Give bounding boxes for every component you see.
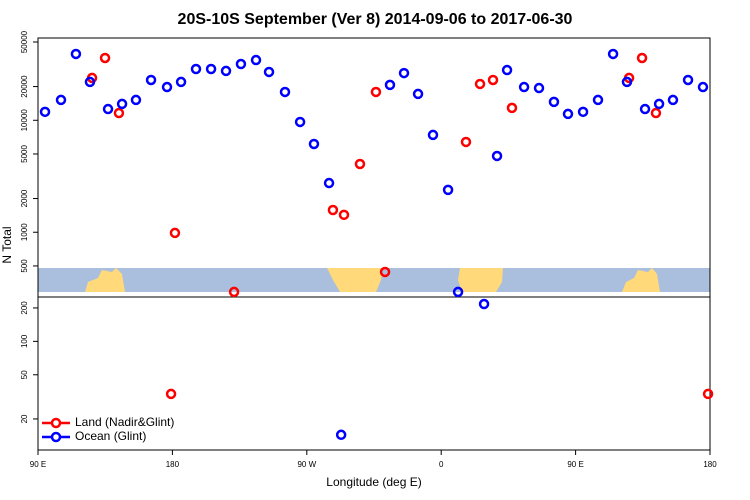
point bbox=[169, 227, 181, 239]
y-tick-label: 1000 bbox=[20, 223, 29, 241]
point bbox=[697, 81, 709, 93]
y-tick-label: 500 bbox=[20, 259, 29, 273]
y-tick-label: 20 bbox=[20, 414, 29, 423]
x-tick-label: 0 bbox=[439, 460, 444, 469]
point bbox=[398, 67, 410, 79]
y-tick-label: 200 bbox=[20, 301, 29, 315]
point bbox=[506, 102, 518, 114]
point bbox=[220, 65, 232, 77]
point bbox=[228, 286, 240, 298]
point bbox=[165, 388, 177, 400]
point bbox=[250, 54, 262, 66]
x-tick-label: 90 E bbox=[30, 460, 46, 469]
point bbox=[335, 429, 347, 441]
legend-marker bbox=[50, 417, 62, 429]
x-axis-label: Longitude (deg E) bbox=[326, 475, 421, 489]
point bbox=[175, 76, 187, 88]
legend-label: Ocean (Glint) bbox=[75, 429, 146, 443]
point bbox=[102, 103, 114, 115]
point bbox=[235, 58, 247, 70]
y-tick-label: 50 bbox=[20, 370, 29, 379]
x-tick-label: 90 W bbox=[297, 460, 316, 469]
x-tick-label: 180 bbox=[703, 460, 717, 469]
legend-label: Land (Nadir&Glint) bbox=[75, 415, 174, 429]
point bbox=[354, 158, 366, 170]
point bbox=[487, 74, 499, 86]
point bbox=[474, 78, 486, 90]
point bbox=[294, 116, 306, 128]
point bbox=[412, 88, 424, 100]
point bbox=[491, 150, 503, 162]
point bbox=[384, 79, 396, 91]
y-tick-label: 20000 bbox=[20, 75, 29, 98]
point bbox=[55, 94, 67, 106]
point bbox=[161, 81, 173, 93]
point bbox=[667, 94, 679, 106]
chart-title: 20S-10S September (Ver 8) 2014-09-06 to … bbox=[178, 11, 573, 28]
point bbox=[99, 52, 111, 64]
point bbox=[562, 108, 574, 120]
point bbox=[113, 107, 125, 119]
point bbox=[39, 106, 51, 118]
point bbox=[501, 64, 513, 76]
point bbox=[533, 82, 545, 94]
point bbox=[452, 286, 464, 298]
point bbox=[308, 138, 320, 150]
x-tick-label: 180 bbox=[166, 460, 180, 469]
y-tick-label: 5000 bbox=[20, 145, 29, 163]
point bbox=[607, 48, 619, 60]
point bbox=[327, 204, 339, 216]
point bbox=[130, 94, 142, 106]
point bbox=[370, 86, 382, 98]
point bbox=[263, 66, 275, 78]
point bbox=[323, 177, 335, 189]
point bbox=[478, 298, 490, 310]
y-axis-label: N Total bbox=[0, 226, 14, 263]
map-strip bbox=[38, 268, 710, 292]
bottom-panel-frame bbox=[37, 296, 711, 451]
point bbox=[577, 106, 589, 118]
point bbox=[639, 103, 651, 115]
y-tick-label: 50000 bbox=[20, 30, 29, 53]
point bbox=[682, 74, 694, 86]
y-tick-label: 10000 bbox=[20, 109, 29, 132]
point bbox=[427, 129, 439, 141]
point bbox=[338, 209, 350, 221]
point bbox=[636, 52, 648, 64]
point bbox=[70, 48, 82, 60]
point bbox=[190, 63, 202, 75]
point bbox=[621, 76, 633, 88]
point bbox=[442, 184, 454, 196]
point bbox=[84, 76, 96, 88]
point bbox=[460, 136, 472, 148]
point bbox=[650, 107, 662, 119]
x-tick-label: 90 E bbox=[567, 460, 583, 469]
point bbox=[205, 63, 217, 75]
point bbox=[592, 94, 604, 106]
point bbox=[548, 96, 560, 108]
point bbox=[279, 86, 291, 98]
point bbox=[145, 74, 157, 86]
point bbox=[702, 388, 714, 400]
top-panel-frame bbox=[37, 37, 711, 298]
point bbox=[116, 98, 128, 110]
point bbox=[379, 266, 391, 278]
point bbox=[653, 98, 665, 110]
y-tick-label: 100 bbox=[20, 334, 29, 348]
y-tick-label: 2000 bbox=[20, 189, 29, 207]
point bbox=[518, 81, 530, 93]
legend-marker bbox=[50, 431, 62, 443]
